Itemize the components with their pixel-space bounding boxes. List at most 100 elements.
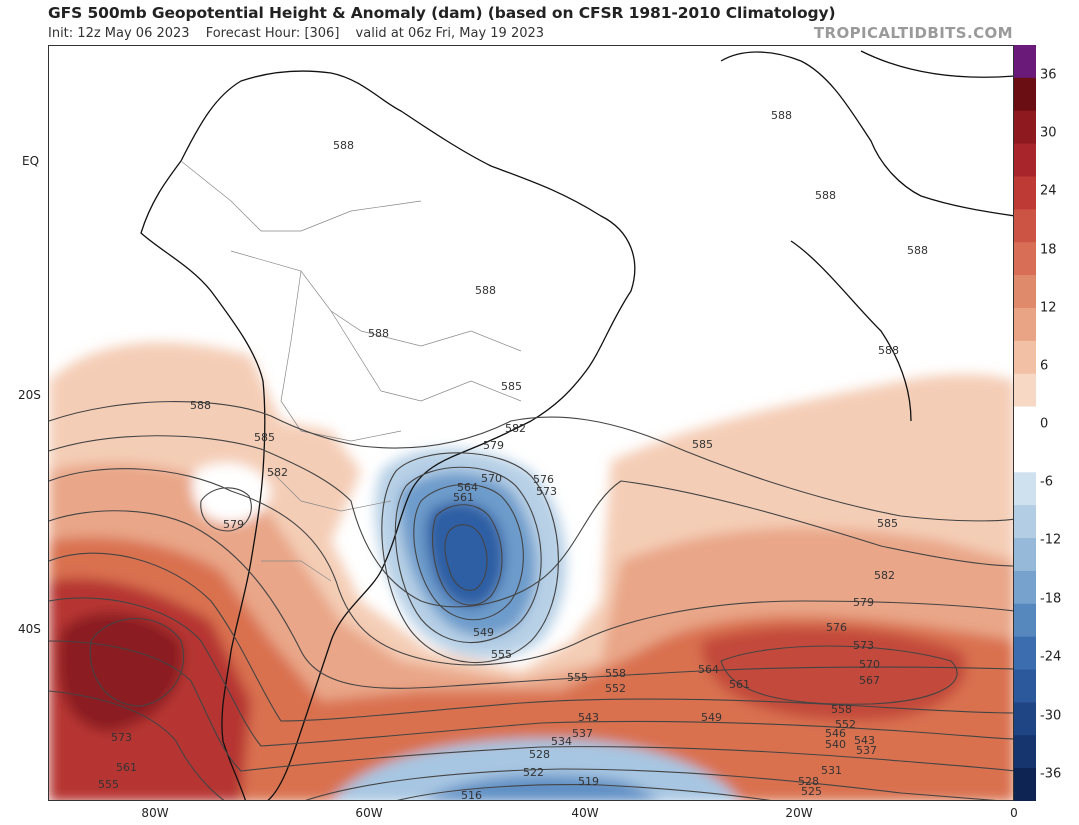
contour-label: 564	[457, 481, 478, 494]
contour-label: 561	[116, 761, 137, 774]
colorbar	[1014, 45, 1036, 801]
colorbar-tick-label: -30	[1040, 708, 1062, 724]
init-time: Init: 12z May 06 2023	[48, 26, 190, 41]
colorbar-swatch	[1014, 143, 1036, 178]
colorbar-tick-label: 6	[1040, 358, 1049, 374]
colorbar-tick-label: -36	[1040, 766, 1062, 782]
colorbar-tick-label: -18	[1040, 591, 1062, 607]
contour-label: 546	[825, 727, 846, 740]
map-canvas: 5885885885885885885885885855855855855825…	[49, 50, 1013, 801]
south-america-coast	[140, 70, 636, 800]
contour-label: 582	[505, 422, 526, 435]
colorbar-tick-label: 30	[1040, 125, 1057, 141]
colorbar-tick-label: 18	[1040, 242, 1057, 258]
contour-label: 558	[605, 667, 626, 680]
contour-label: 588	[475, 284, 496, 297]
forecast-hour: Forecast Hour: [306]	[205, 26, 340, 41]
contour-label: 579	[223, 518, 244, 531]
colorbar-swatch	[1014, 209, 1036, 243]
contour-label-layer: 5885885885885885885885885855855855855825…	[98, 109, 928, 801]
colorbar-swatch	[1014, 570, 1036, 605]
colorbar-tick-label: 0	[1040, 416, 1049, 432]
contour-label: 573	[853, 639, 874, 652]
contour-label: 528	[798, 775, 819, 788]
colorbar-swatch	[1014, 373, 1036, 408]
lat-label-40s: 40S	[18, 622, 41, 636]
colorbar-swatch	[1014, 77, 1036, 112]
contour-label: 555	[491, 648, 512, 661]
lon-label-60w: 60W	[355, 806, 383, 820]
contour-label: 537	[572, 727, 593, 740]
map-subtitle: Init: 12z May 06 2023 Forecast Hour: [30…	[48, 26, 556, 41]
lon-label-40w: 40W	[571, 806, 599, 820]
colorbar-swatch	[1014, 242, 1036, 276]
colorbar-swatch	[1014, 702, 1036, 736]
lat-label-20s: 20S	[18, 388, 41, 402]
colorbar-tick-label: -12	[1040, 532, 1062, 548]
colorbar-swatch	[1014, 669, 1036, 703]
colorbar-tick-label: 24	[1040, 183, 1057, 199]
contour-label: 576	[533, 473, 554, 486]
contour-label: 555	[98, 778, 119, 791]
colorbar-swatch	[1014, 406, 1036, 441]
colorbar-swatch	[1014, 176, 1036, 210]
contour-label: 543	[854, 734, 875, 747]
lon-label-80w: 80W	[141, 806, 169, 820]
contour-label: 570	[859, 658, 880, 671]
lat-label-eq: EQ	[22, 154, 40, 168]
contour-label: 528	[529, 748, 550, 761]
colorbar-tick-label: 12	[1040, 300, 1057, 316]
contour-label: 570	[481, 472, 502, 485]
contour-label: 582	[267, 466, 288, 479]
colorbar-swatch	[1014, 340, 1036, 375]
contour-label: 537	[856, 744, 877, 757]
contour-label: 552	[605, 682, 626, 695]
positive-anomaly-core	[58, 612, 183, 731]
contour-label: 522	[523, 766, 544, 779]
contour-label: 549	[701, 711, 722, 724]
contour-label: 561	[729, 678, 750, 691]
contour-label: 588	[771, 109, 792, 122]
contour-label: 588	[907, 244, 928, 257]
contour-label: 516	[461, 789, 482, 801]
colorbar-swatch	[1014, 45, 1036, 79]
contour-label: 534	[551, 735, 572, 748]
contour-label: 588	[368, 327, 389, 340]
positive-anomaly-strong	[49, 537, 1013, 800]
contour-label: 558	[831, 703, 852, 716]
contour-label: 582	[874, 569, 895, 582]
africa-coast-2	[790, 240, 912, 422]
site-watermark: TROPICALTIDBITS.COM	[813, 24, 1013, 42]
contour-label: 561	[453, 491, 474, 504]
colorbar-swatch	[1014, 110, 1036, 145]
contour-label: 579	[853, 596, 874, 609]
contour-label: 573	[536, 485, 557, 498]
contour-label: 579	[483, 439, 504, 452]
contour-label: 588	[333, 139, 354, 152]
negative-anomaly-cutoff-core	[426, 501, 505, 608]
colorbar-swatch	[1014, 275, 1036, 309]
colorbar-swatch	[1014, 538, 1036, 572]
colorbar-swatch	[1014, 603, 1036, 638]
height-contours	[49, 401, 1013, 800]
contour-label: 585	[501, 380, 522, 393]
contour-label: 567	[859, 674, 880, 687]
contour-label: 531	[821, 764, 842, 777]
colorbar-tick-label: 36	[1040, 67, 1057, 83]
colorbar-swatch	[1014, 472, 1036, 506]
country-borders	[180, 160, 522, 582]
contour-label: 564	[698, 663, 719, 676]
contour-label: 519	[578, 775, 599, 788]
negative-anomaly-south-core	[424, 775, 659, 800]
contour-label: 555	[567, 671, 588, 684]
lon-label-0: 0	[1010, 806, 1018, 820]
contour-label: 588	[190, 399, 211, 412]
contour-label: 585	[692, 438, 713, 451]
caribbean-islands	[860, 50, 1013, 78]
contour-label: 588	[815, 189, 836, 202]
contour-label: 540	[825, 738, 846, 751]
contour-label: 573	[111, 731, 132, 744]
contour-label: 543	[578, 711, 599, 724]
colorbar-tick-label: -24	[1040, 649, 1062, 665]
contour-label: 549	[473, 626, 494, 639]
